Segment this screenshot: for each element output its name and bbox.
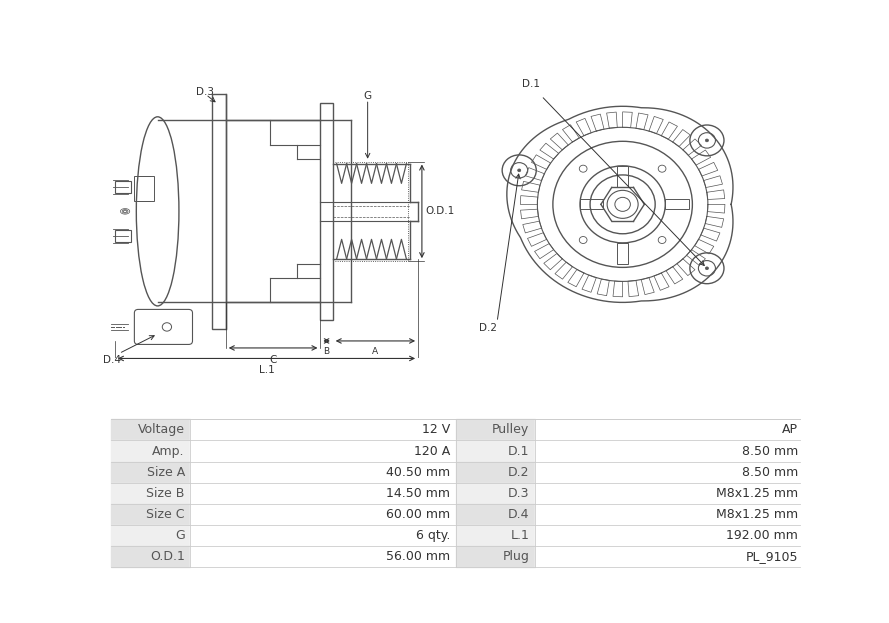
Text: 6 qty.: 6 qty. bbox=[416, 529, 450, 542]
Text: 192.00 mm: 192.00 mm bbox=[726, 529, 798, 542]
Text: B: B bbox=[324, 346, 330, 356]
Text: O.D.1: O.D.1 bbox=[426, 206, 455, 216]
Text: 14.50 mm: 14.50 mm bbox=[386, 487, 450, 500]
Text: Size B: Size B bbox=[147, 487, 185, 500]
Bar bbox=[535, 483, 800, 504]
Bar bbox=[456, 525, 535, 546]
Text: 8.50 mm: 8.50 mm bbox=[741, 465, 798, 478]
Bar bbox=[115, 229, 131, 242]
Text: 40.50 mm: 40.50 mm bbox=[386, 465, 450, 478]
Bar bbox=[535, 546, 800, 567]
Bar bbox=[111, 440, 190, 462]
Text: C: C bbox=[269, 355, 276, 365]
Bar bbox=[535, 462, 800, 483]
Bar bbox=[456, 483, 535, 504]
Bar bbox=[190, 483, 456, 504]
Bar bbox=[190, 419, 456, 440]
Text: Size A: Size A bbox=[147, 465, 185, 478]
Bar bbox=[535, 525, 800, 546]
Text: 60.00 mm: 60.00 mm bbox=[386, 508, 450, 521]
Text: L.1: L.1 bbox=[510, 529, 529, 542]
Bar bbox=[111, 504, 190, 525]
Text: M8x1.25 mm: M8x1.25 mm bbox=[716, 508, 798, 521]
Circle shape bbox=[517, 169, 521, 172]
Bar bbox=[190, 440, 456, 462]
Bar bbox=[456, 440, 535, 462]
Text: D.1: D.1 bbox=[522, 78, 540, 88]
Text: L.1: L.1 bbox=[259, 366, 275, 376]
Text: D.1: D.1 bbox=[508, 445, 529, 457]
Text: D.3: D.3 bbox=[196, 87, 214, 97]
Bar bbox=[111, 419, 190, 440]
Text: AP: AP bbox=[782, 424, 798, 437]
Bar bbox=[111, 546, 190, 567]
Text: Pulley: Pulley bbox=[493, 424, 529, 437]
Circle shape bbox=[705, 267, 709, 270]
Bar bbox=[212, 93, 226, 329]
Bar bbox=[456, 546, 535, 567]
Bar bbox=[134, 176, 154, 201]
Bar bbox=[535, 440, 800, 462]
Text: Amp.: Amp. bbox=[152, 445, 185, 457]
Bar bbox=[190, 546, 456, 567]
Text: D.2: D.2 bbox=[479, 323, 497, 333]
Text: Size C: Size C bbox=[147, 508, 185, 521]
Text: A: A bbox=[372, 346, 379, 356]
Text: 120 A: 120 A bbox=[414, 445, 450, 457]
Text: D.3: D.3 bbox=[508, 487, 529, 500]
Text: D.4: D.4 bbox=[103, 355, 122, 365]
Bar bbox=[190, 525, 456, 546]
Text: PL_9105: PL_9105 bbox=[746, 550, 798, 563]
Bar bbox=[190, 504, 456, 525]
Bar bbox=[111, 525, 190, 546]
Bar bbox=[111, 483, 190, 504]
Text: Plug: Plug bbox=[502, 550, 529, 563]
Bar bbox=[190, 462, 456, 483]
Text: 12 V: 12 V bbox=[422, 424, 450, 437]
Text: D.4: D.4 bbox=[508, 508, 529, 521]
Bar bbox=[456, 504, 535, 525]
Circle shape bbox=[705, 139, 709, 142]
Text: O.D.1: O.D.1 bbox=[150, 550, 185, 563]
Bar bbox=[456, 462, 535, 483]
Bar bbox=[535, 504, 800, 525]
Text: Voltage: Voltage bbox=[138, 424, 185, 437]
Bar bbox=[535, 419, 800, 440]
Bar bbox=[456, 419, 535, 440]
Text: 56.00 mm: 56.00 mm bbox=[386, 550, 450, 563]
Text: 8.50 mm: 8.50 mm bbox=[741, 445, 798, 457]
Bar bbox=[111, 462, 190, 483]
Bar bbox=[320, 103, 332, 320]
Text: M8x1.25 mm: M8x1.25 mm bbox=[716, 487, 798, 500]
Text: G: G bbox=[175, 529, 185, 542]
Text: D.2: D.2 bbox=[508, 465, 529, 478]
Bar bbox=[115, 181, 131, 193]
Text: G: G bbox=[364, 91, 372, 101]
